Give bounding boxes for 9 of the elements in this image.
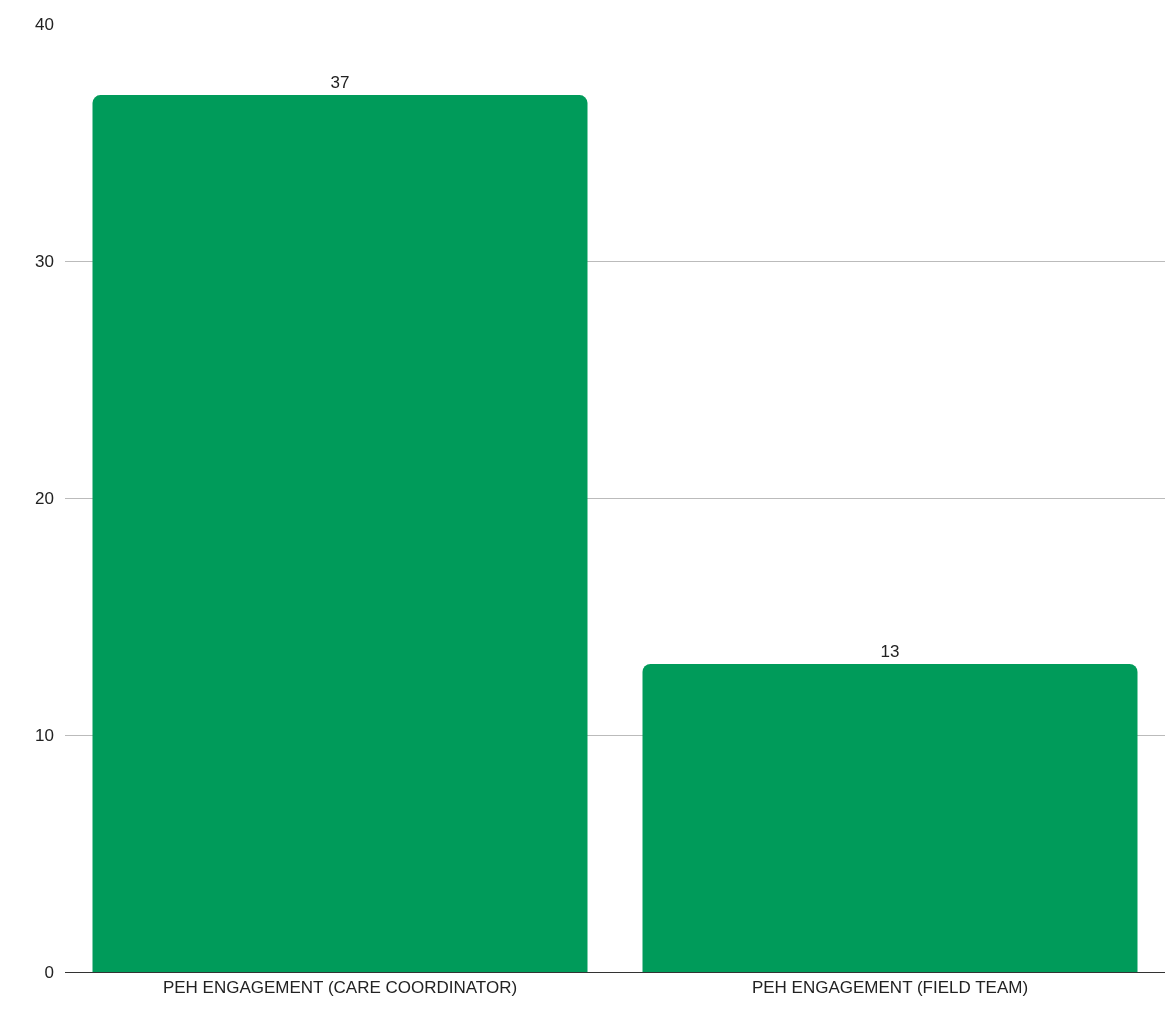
y-tick-label: 30 <box>35 251 54 271</box>
y-tick-label: 40 <box>35 14 54 34</box>
y-tick-label: 10 <box>35 725 54 745</box>
x-tick-label: PEH ENGAGEMENT (CARE COORDINATOR) <box>162 978 518 998</box>
data-label: 13 <box>880 641 900 661</box>
y-tick-label: 0 <box>44 962 54 982</box>
data-label: 37 <box>330 73 350 93</box>
x-tick-label: PEH ENGAGEMENT (FIELD TEAM) <box>751 978 1029 998</box>
y-tick-label: 20 <box>35 488 54 508</box>
